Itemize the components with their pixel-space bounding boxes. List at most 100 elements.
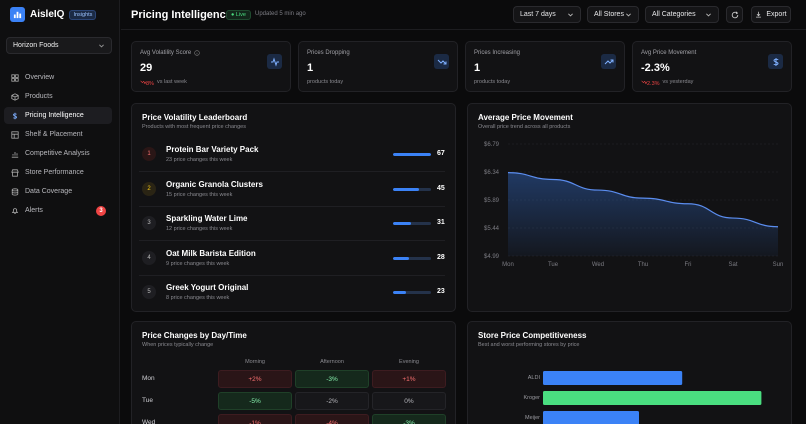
- volatility-score: 31: [437, 219, 445, 226]
- sidebar-item-store-performance[interactable]: Store Performance: [4, 164, 112, 181]
- chevron-down-icon: [706, 13, 711, 17]
- sidebar-item-label: Pricing Intelligence: [25, 112, 84, 119]
- date-range-select[interactable]: Last 7 days: [513, 6, 581, 23]
- grid-icon: [11, 73, 19, 82]
- leaderboard-row[interactable]: 5 Greek Yogurt Original 8 price changes th…: [139, 277, 445, 310]
- day-grid-title: Price Changes by Day/Time: [142, 331, 247, 340]
- product-change-count: 9 price changes this week: [166, 260, 230, 267]
- store-bar[interactable]: [543, 411, 639, 424]
- info-icon[interactable]: [194, 50, 200, 56]
- updated-text: Updated 5 min ago: [255, 11, 306, 17]
- kpi-icon-box: [768, 54, 783, 69]
- grid-cell[interactable]: -3%: [372, 414, 446, 424]
- sidebar-item-products[interactable]: Products: [4, 88, 112, 105]
- product-name: Greek Yogurt Original: [166, 283, 249, 292]
- leaderboard-row[interactable]: 2 Organic Granola Clusters 15 price change…: [139, 174, 445, 207]
- sidebar-item-pricing-intelligence[interactable]: Pricing Intelligence: [4, 107, 112, 124]
- kpi-value: -2.3%: [641, 62, 670, 74]
- sidebar-item-overview[interactable]: Overview: [4, 69, 112, 86]
- product-name: Oat Milk Barista Edition: [166, 248, 256, 258]
- chevron-down-icon: [99, 44, 104, 48]
- rank-badge: 4: [142, 250, 156, 265]
- grid-cell[interactable]: -5%: [218, 392, 292, 410]
- grid-cell[interactable]: +1%: [372, 370, 446, 388]
- grid-day-label: Wed: [142, 419, 156, 424]
- kpi-sub-text: products today: [307, 79, 344, 85]
- store-select[interactable]: All Stores: [587, 6, 639, 23]
- store-bar[interactable]: [543, 391, 762, 405]
- kpi-label-text: Avg Price Movement: [641, 50, 697, 56]
- brand[interactable]: AisleIQ Insights: [10, 7, 97, 22]
- grid-cell[interactable]: -3%: [295, 370, 369, 388]
- sidebar-item-competitive-analysis[interactable]: Competitive Analysis: [4, 145, 112, 162]
- volatility-score: 45: [437, 184, 445, 192]
- product-name: Sparkling Water Lime: [166, 214, 248, 223]
- kpi-label: Avg Price Movement: [641, 50, 696, 56]
- kpi-delta-value: 8%: [146, 81, 154, 87]
- volatility-bar-fill: [393, 153, 431, 156]
- kpi-value: 29: [140, 62, 153, 74]
- sidebar-item-shelf-placement[interactable]: Shelf & Placement: [4, 126, 112, 143]
- kpi-label: Prices Dropping: [307, 50, 350, 56]
- kpi-sub: 8% vs last week: [140, 79, 187, 87]
- kpi-card: Avg Volatility Score 29 8% vs last week: [131, 41, 291, 92]
- sidebar-nav: Overview Products Pricing Intelligence Shel…: [4, 69, 112, 221]
- grid-column-header: Evening: [399, 359, 419, 365]
- kpi-sub: products today: [474, 79, 510, 85]
- nav-icon-wrap: [11, 73, 19, 82]
- nav-icon-wrap: [11, 207, 19, 215]
- volatility-bar-fill: [393, 187, 419, 191]
- kpi-sub: 2.3% vs yesterday: [641, 79, 693, 87]
- page-title: Pricing Intelligence: [131, 9, 232, 21]
- sidebar-item-label: Overview: [25, 74, 55, 81]
- leaderboard-title: Price Volatility Leaderboard: [142, 113, 248, 122]
- y-tick-label: $5.44: [484, 226, 500, 232]
- volatility-score: 67: [437, 150, 445, 157]
- download-icon: [756, 11, 762, 18]
- trend-down-icon: [641, 80, 647, 84]
- rank-badge: 3: [142, 216, 156, 230]
- trend-down-icon: [437, 59, 446, 64]
- store-value: All Stores: [594, 11, 624, 18]
- nav-icon-wrap: [11, 92, 19, 101]
- grid-day-label: Mon: [142, 375, 155, 382]
- sidebar-item-label: Shelf & Placement: [25, 131, 83, 138]
- sidebar-item-data-coverage[interactable]: Data Coverage: [4, 183, 112, 200]
- category-select[interactable]: All Categories: [645, 6, 719, 23]
- grid-cell[interactable]: -4%: [295, 414, 369, 424]
- store-bar[interactable]: [543, 371, 683, 385]
- kpi-delta-value: 2.3%: [647, 81, 660, 87]
- grid-day-label: Tue: [142, 397, 153, 404]
- kpi-icon-box: [601, 54, 616, 69]
- area-fill: [508, 172, 778, 256]
- x-tick-label: Thu: [638, 262, 648, 268]
- kpi-label-text: Prices Dropping: [307, 50, 350, 56]
- export-button[interactable]: Export: [751, 6, 791, 23]
- volatility-bar: [393, 187, 431, 191]
- product-change-count: 12 price changes this week: [166, 226, 233, 232]
- grid-cell[interactable]: 0%: [372, 392, 446, 410]
- kpi-label-text: Prices Increasing: [474, 50, 521, 56]
- store-icon: [11, 168, 19, 177]
- store-bar-chart: ALDI Kroger Meijer: [523, 371, 762, 424]
- sidebar: AisleIQ Insights Horizon Foods Overview P…: [0, 0, 120, 424]
- leaderboard-row[interactable]: 4 Oat Milk Barista Edition 9 price changes…: [139, 243, 445, 276]
- grid-cell[interactable]: -2%: [295, 392, 369, 410]
- store-chart-subtitle: Best and worst performing stores by pric…: [478, 342, 580, 348]
- org-selector[interactable]: Horizon Foods: [6, 37, 112, 54]
- refresh-button[interactable]: [726, 6, 743, 23]
- product-change-count: 8 price changes this week: [166, 295, 230, 301]
- leaderboard-row[interactable]: 3 Sparkling Water Lime 12 price changes th…: [139, 208, 445, 241]
- product-change-count: 23 price changes this week: [166, 157, 233, 163]
- grid-cell[interactable]: +2%: [218, 370, 292, 388]
- rank-badge: 1: [142, 147, 156, 161]
- volatility-bar: [393, 291, 431, 294]
- day-grid-subtitle: When prices typically change: [142, 342, 214, 348]
- grid-cell[interactable]: -1%: [218, 414, 292, 424]
- kpi-sub-text: vs yesterday: [662, 79, 694, 85]
- leaderboard-row[interactable]: 1 Protein Bar Variety Pack 23 price change…: [139, 139, 445, 172]
- kpi-label-text: Avg Volatility Score: [140, 50, 192, 56]
- leaderboard-subtitle: Products with most frequent price change…: [142, 124, 246, 130]
- sidebar-item-alerts[interactable]: Alerts 3: [4, 202, 112, 219]
